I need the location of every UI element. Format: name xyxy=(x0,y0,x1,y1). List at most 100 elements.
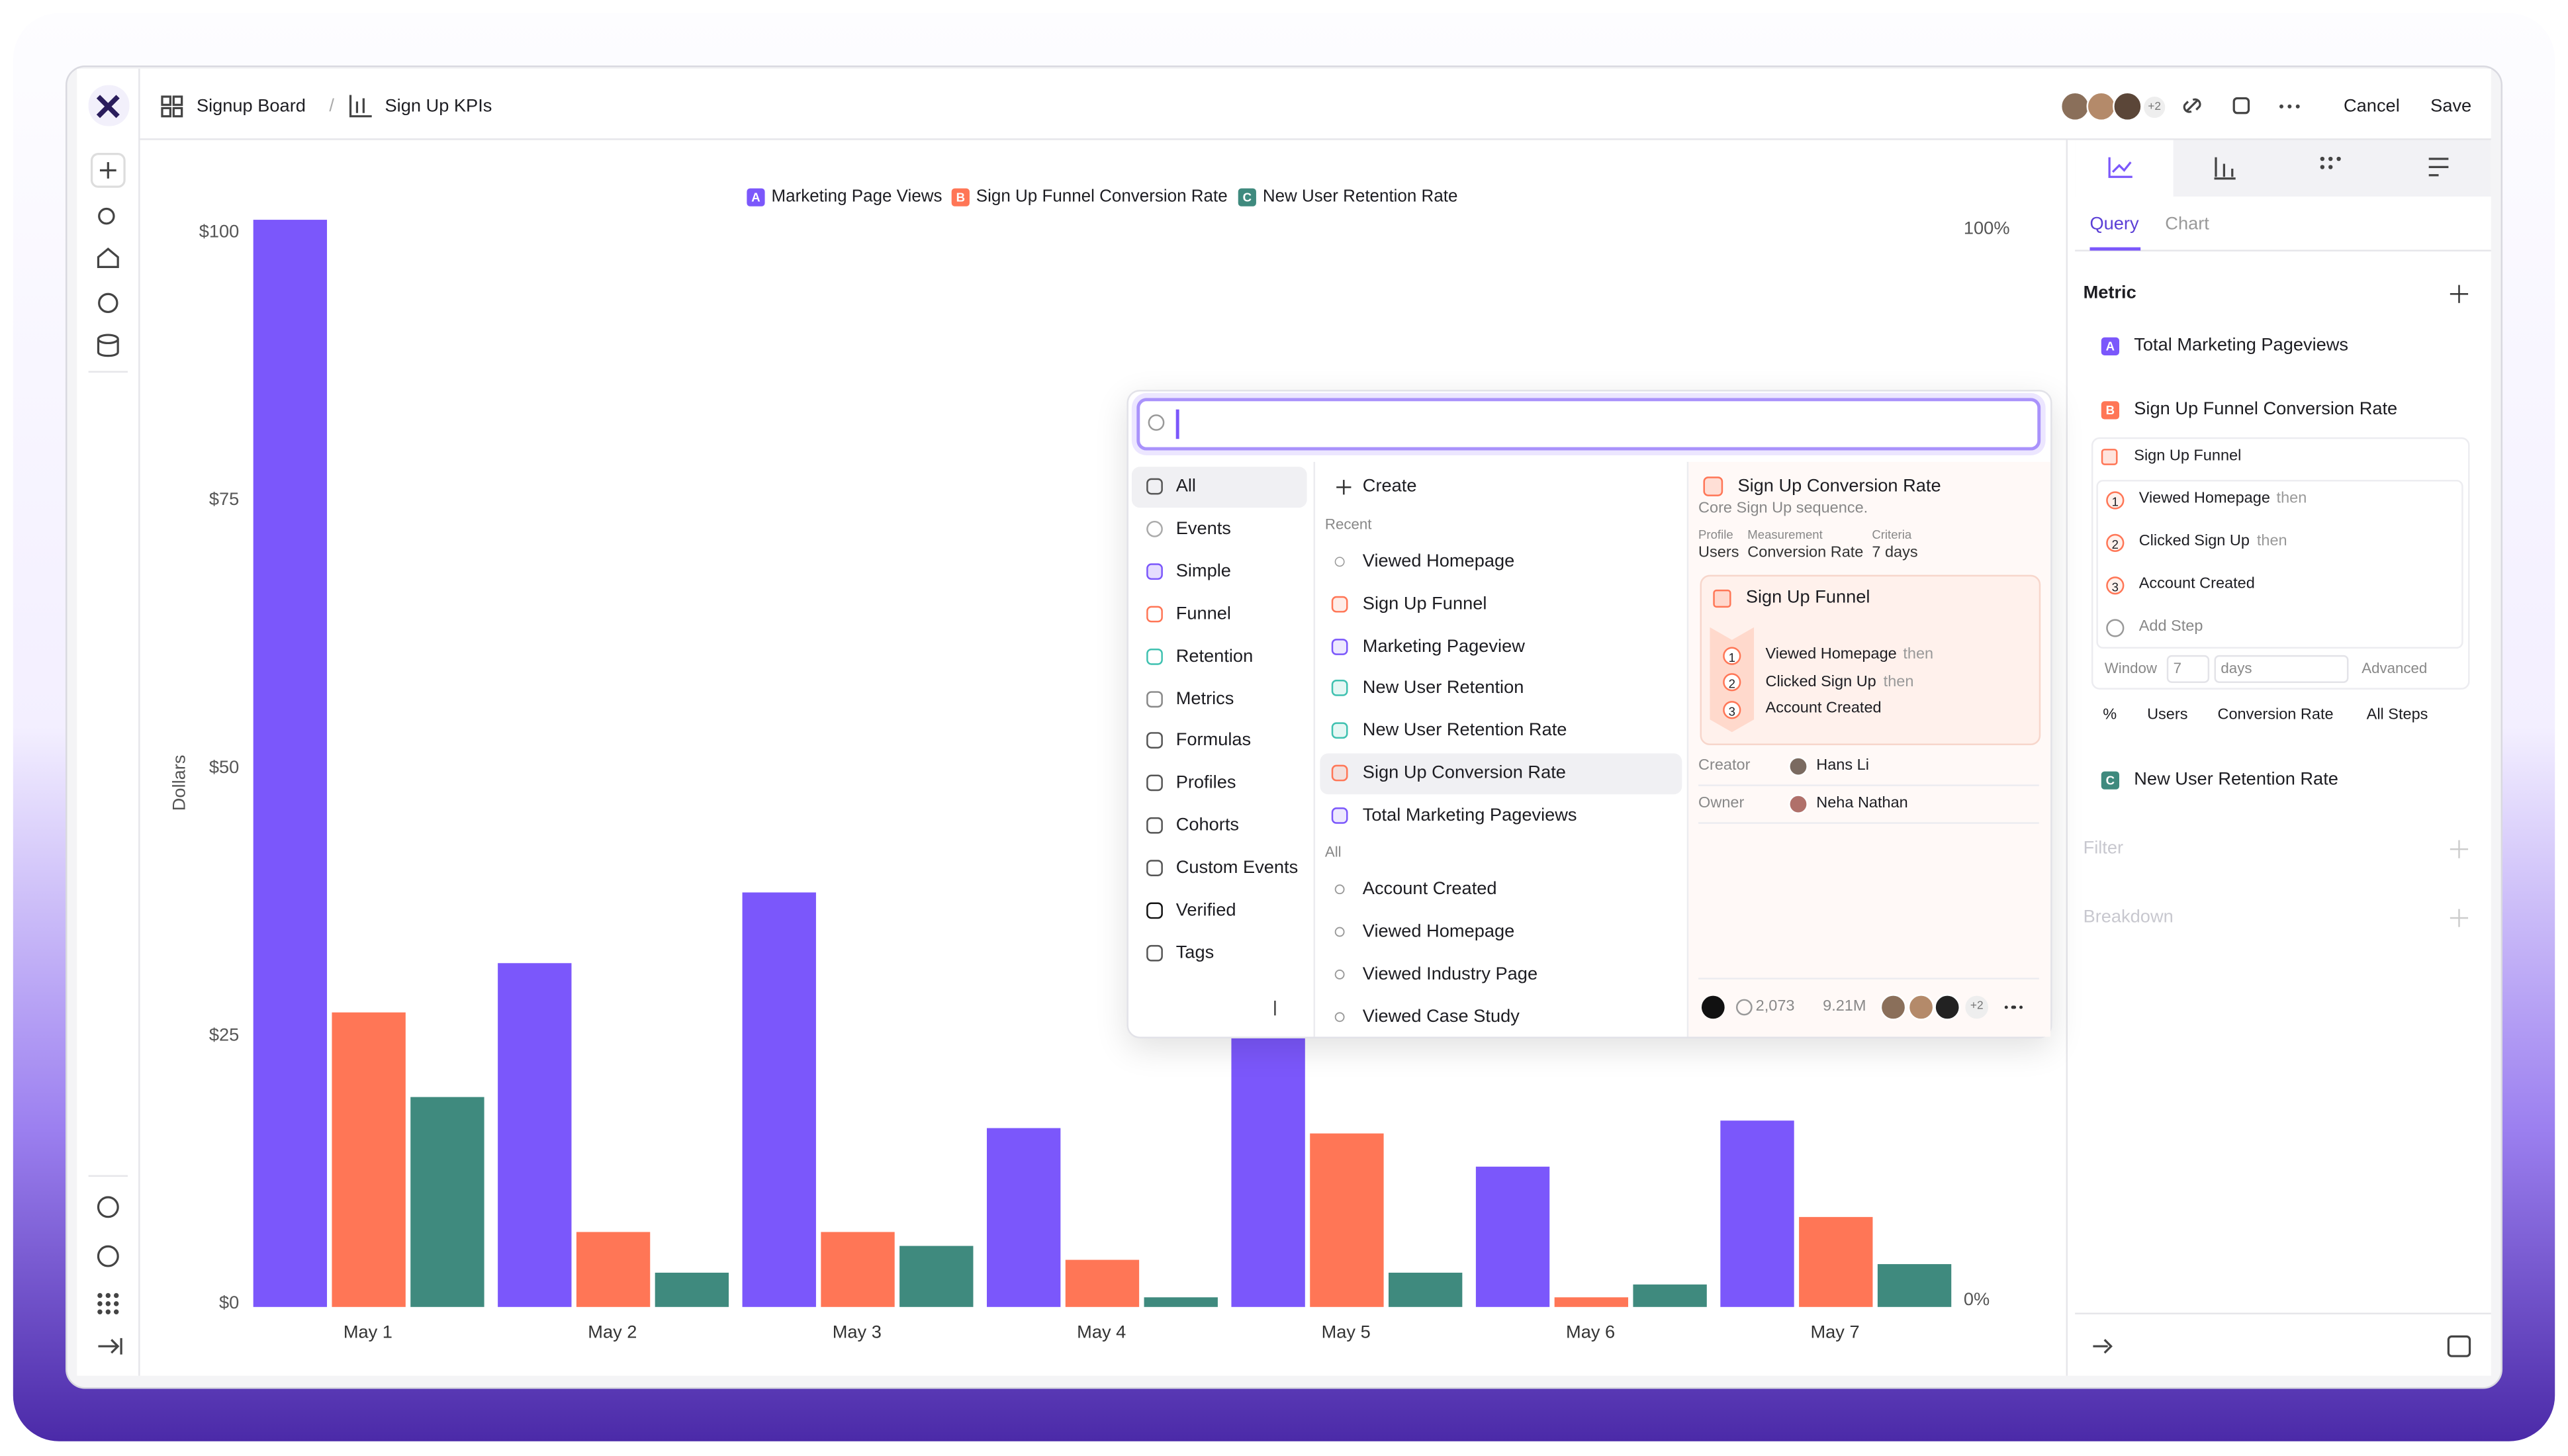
result-icon xyxy=(1331,680,1348,697)
step-number: 2 xyxy=(1723,673,1741,692)
window-input[interactable] xyxy=(2166,655,2210,683)
layout-icon[interactable] xyxy=(2447,1335,2471,1357)
result-item[interactable]: Total Marketing Pageviews xyxy=(1362,805,1577,825)
right-tab-selected[interactable] xyxy=(2075,139,2174,197)
result-item[interactable]: Viewed Case Study xyxy=(1362,1007,1520,1026)
x-tick-label: May 7 xyxy=(1810,1322,1859,1342)
legend-label: Sign Up Funnel Conversion Rate xyxy=(976,187,1228,206)
section-title[interactable]: Breakdown xyxy=(2083,907,2174,927)
advanced[interactable]: Advanced xyxy=(2362,660,2428,677)
field-label: Measurement xyxy=(1747,527,1823,543)
bar xyxy=(1065,1259,1140,1307)
filter-item[interactable]: Cohorts xyxy=(1175,815,1240,836)
help-icon[interactable] xyxy=(97,1245,119,1267)
filter-icon xyxy=(1146,860,1163,877)
filter-item[interactable]: Verified xyxy=(1175,901,1236,921)
clock-icon xyxy=(1735,999,1753,1016)
report-name: Sign Up KPIs xyxy=(385,97,492,116)
creator-label: Creator xyxy=(1698,756,1751,775)
save-button[interactable]: Save xyxy=(2430,97,2472,116)
filter-item[interactable]: Funnel xyxy=(1175,604,1231,624)
board-name[interactable]: Signup Board xyxy=(196,97,306,116)
more-dot[interactable] xyxy=(2011,1005,2016,1009)
bar xyxy=(987,1128,1061,1307)
y-tick-label: $75 xyxy=(209,488,239,509)
filter-icon xyxy=(1146,605,1163,622)
more-dot[interactable] xyxy=(2004,1005,2009,1009)
filter-icon xyxy=(1146,775,1163,792)
logo[interactable] xyxy=(88,85,130,126)
funnel-icon xyxy=(2101,449,2118,465)
filter-item[interactable]: All xyxy=(1175,477,1196,496)
filter-selected[interactable] xyxy=(1131,467,1307,508)
filter-item[interactable]: Simple xyxy=(1175,561,1231,582)
result-item[interactable]: Viewed Homepage xyxy=(1362,551,1515,572)
y-tick-label: $25 xyxy=(209,1024,239,1044)
search-icon[interactable] xyxy=(98,207,115,225)
y-tick-label: $50 xyxy=(209,756,239,777)
filter-item[interactable]: Formulas xyxy=(1175,731,1252,751)
insights-tab-icon[interactable] xyxy=(2108,157,2132,178)
metric-name[interactable]: Sign Up Funnel Conversion Rate xyxy=(2134,399,2398,420)
tab[interactable]: Chart xyxy=(2165,214,2209,234)
filter-item[interactable]: Profiles xyxy=(1175,773,1236,794)
step-label: Viewed Homepage xyxy=(2138,489,2270,508)
option-select[interactable]: Users xyxy=(2147,705,2188,724)
detail-icon xyxy=(1703,477,1723,496)
add-step[interactable]: Add Step xyxy=(2138,617,2203,636)
result-item[interactable]: Marketing Pageview xyxy=(1362,636,1525,657)
copy-icon[interactable] xyxy=(2232,97,2250,114)
create-button[interactable]: Create xyxy=(1362,477,1417,496)
expand-icon[interactable] xyxy=(98,1338,122,1355)
option-select[interactable]: All Steps xyxy=(2366,705,2428,724)
home-icon[interactable] xyxy=(97,248,119,268)
step-number: 2 xyxy=(2106,533,2125,551)
collapse-panel-icon[interactable] xyxy=(2093,1339,2113,1354)
result-icon xyxy=(1331,807,1348,824)
filter-item[interactable]: Tags xyxy=(1175,943,1215,963)
result-item[interactable]: Viewed Homepage xyxy=(1362,921,1515,942)
more-dot[interactable] xyxy=(2019,1005,2023,1009)
option-select[interactable]: Conversion Rate xyxy=(2217,705,2334,724)
option-select[interactable]: % xyxy=(2103,705,2117,724)
x-tick-label: May 2 xyxy=(588,1322,637,1342)
result-item[interactable]: Viewed Industry Page xyxy=(1362,964,1538,984)
x-tick-label: May 1 xyxy=(344,1322,392,1342)
search-input[interactable] xyxy=(1136,398,2041,451)
new-button[interactable] xyxy=(90,153,126,188)
bar xyxy=(1633,1284,1707,1307)
step-label: Viewed Homepage xyxy=(1765,645,1897,664)
result-item[interactable]: Sign Up Conversion Rate xyxy=(1362,763,1566,783)
filter-item[interactable]: Retention xyxy=(1175,646,1254,666)
bar xyxy=(1144,1297,1218,1307)
bar-tab-icon[interactable] xyxy=(2214,157,2236,180)
section-title[interactable]: Filter xyxy=(2083,839,2124,858)
step-label: Clicked Sign Up xyxy=(2138,532,2250,551)
window-select[interactable] xyxy=(2214,655,2349,683)
filter-item[interactable]: Events xyxy=(1175,519,1231,539)
avatar xyxy=(1907,994,1934,1021)
cancel-button[interactable]: Cancel xyxy=(2344,97,2400,116)
flows-tab-icon[interactable] xyxy=(2428,158,2449,177)
result-selected[interactable] xyxy=(1320,753,1682,795)
result-item[interactable]: New User Retention xyxy=(1362,678,1524,699)
tab[interactable]: Query xyxy=(2089,214,2139,234)
section-heading: All xyxy=(1324,843,1342,860)
collapse-icon[interactable] xyxy=(1274,1001,1291,1016)
add-step-icon[interactable] xyxy=(2106,618,2125,637)
event-count: 2,073 xyxy=(1755,997,1795,1016)
result-item[interactable]: Account Created xyxy=(1362,879,1497,899)
filter-item[interactable]: Metrics xyxy=(1175,688,1234,709)
result-item[interactable]: New User Retention Rate xyxy=(1362,721,1567,741)
metric-name[interactable]: New User Retention Rate xyxy=(2134,770,2338,790)
link-icon[interactable] xyxy=(2183,98,2201,113)
settings-icon[interactable] xyxy=(97,1196,119,1218)
discover-icon[interactable] xyxy=(98,293,118,314)
metric-name[interactable]: Total Marketing Pageviews xyxy=(2134,336,2349,356)
data-icon[interactable] xyxy=(97,334,119,345)
filter-item[interactable]: Custom Events xyxy=(1175,858,1299,878)
detail-panel xyxy=(1686,461,2051,1037)
funnel-box xyxy=(2091,437,2470,690)
result-item[interactable]: Sign Up Funnel xyxy=(1362,594,1487,614)
